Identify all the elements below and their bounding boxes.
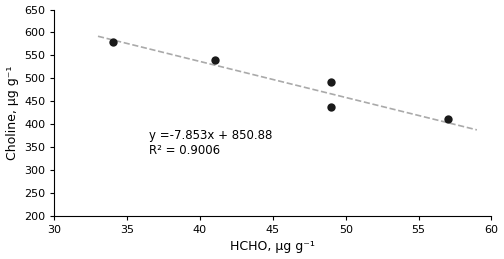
- Point: [327, 105, 335, 109]
- X-axis label: HCHO, μg g⁻¹: HCHO, μg g⁻¹: [230, 240, 316, 254]
- Y-axis label: Choline, μg g⁻¹: Choline, μg g⁻¹: [6, 66, 19, 160]
- Point: [444, 117, 452, 121]
- Point: [108, 40, 116, 44]
- Text: y =-7.853x + 850.88
R² = 0.9006: y =-7.853x + 850.88 R² = 0.9006: [149, 129, 272, 157]
- Point: [327, 80, 335, 84]
- Point: [211, 58, 219, 62]
